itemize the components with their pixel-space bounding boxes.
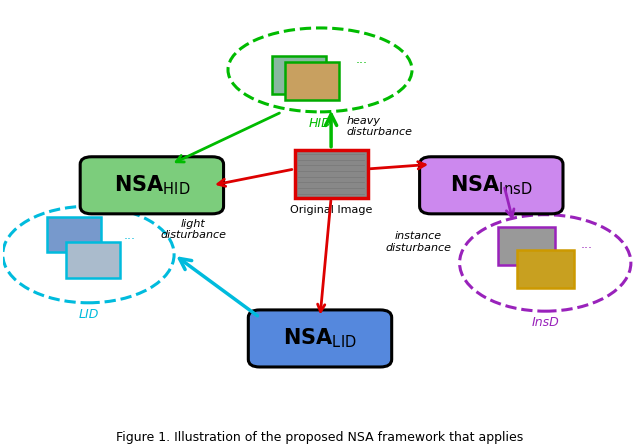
Text: Figure 1. Illustration of the proposed NSA framework that applies: Figure 1. Illustration of the proposed N…: [116, 431, 524, 444]
Text: $\mathbf{NSA}$$_{\rm{LID}}$: $\mathbf{NSA}$$_{\rm{LID}}$: [283, 327, 357, 350]
Text: $\mathbf{NSA}$$_{\rm{HID}}$: $\mathbf{NSA}$$_{\rm{HID}}$: [114, 174, 190, 197]
FancyBboxPatch shape: [248, 310, 392, 367]
FancyBboxPatch shape: [294, 150, 367, 198]
Text: ...: ...: [355, 53, 367, 66]
Text: light
disturbance: light disturbance: [160, 218, 226, 240]
FancyBboxPatch shape: [516, 251, 574, 288]
Text: instance
disturbance: instance disturbance: [385, 231, 451, 253]
FancyBboxPatch shape: [420, 157, 563, 214]
FancyBboxPatch shape: [66, 242, 120, 278]
Text: $\mathbf{NSA}$$_{\rm{InsD}}$: $\mathbf{NSA}$$_{\rm{InsD}}$: [450, 174, 532, 197]
Text: HID: HID: [308, 117, 332, 130]
FancyBboxPatch shape: [47, 217, 101, 252]
FancyBboxPatch shape: [498, 227, 555, 265]
Text: ...: ...: [124, 229, 136, 242]
Text: LID: LID: [78, 308, 99, 321]
Text: ...: ...: [580, 238, 593, 251]
Text: Original Image: Original Image: [290, 206, 372, 215]
FancyBboxPatch shape: [285, 62, 339, 100]
Text: heavy
disturbance: heavy disturbance: [347, 116, 413, 138]
FancyBboxPatch shape: [80, 157, 223, 214]
Text: InsD: InsD: [531, 316, 559, 329]
FancyBboxPatch shape: [273, 57, 326, 94]
